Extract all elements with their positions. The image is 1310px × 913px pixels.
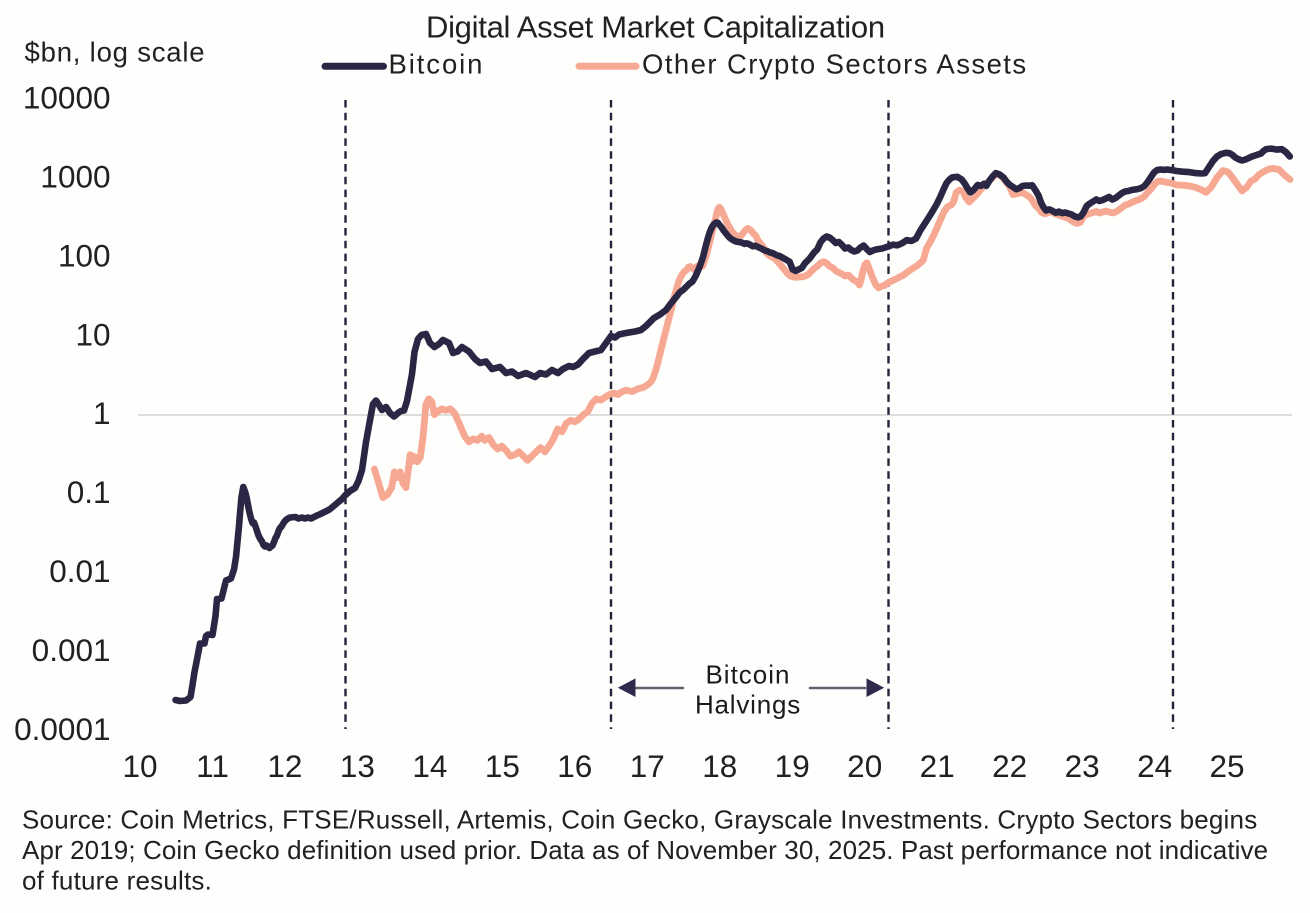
svg-text:18: 18 [702, 748, 737, 784]
svg-text:23: 23 [1065, 748, 1100, 784]
svg-text:1000: 1000 [40, 159, 110, 195]
svg-text:22: 22 [992, 748, 1027, 784]
svg-text:10: 10 [75, 316, 110, 352]
svg-text:16: 16 [557, 748, 592, 784]
svg-text:24: 24 [1137, 748, 1172, 784]
svg-text:1: 1 [93, 395, 111, 431]
svg-text:25: 25 [1209, 748, 1244, 784]
svg-text:14: 14 [412, 748, 447, 784]
svg-text:19: 19 [775, 748, 810, 784]
svg-text:Source: Coin Metrics, FTSE/Rus: Source: Coin Metrics, FTSE/Russell, Arte… [22, 804, 1257, 834]
svg-text:Bitcoin: Bitcoin [705, 660, 790, 690]
svg-text:Other Crypto Sectors Assets: Other Crypto Sectors Assets [642, 49, 1028, 80]
svg-text:0.01: 0.01 [49, 553, 110, 589]
svg-text:0.1: 0.1 [67, 474, 111, 510]
svg-text:0.0001: 0.0001 [14, 711, 110, 747]
svg-text:Apr 2019; Coin Gecko definitio: Apr 2019; Coin Gecko definition used pri… [22, 835, 1268, 865]
svg-text:15: 15 [485, 748, 520, 784]
svg-text:21: 21 [920, 748, 955, 784]
svg-text:Halvings: Halvings [695, 690, 801, 720]
svg-text:12: 12 [267, 748, 302, 784]
svg-text:Bitcoin: Bitcoin [389, 49, 485, 80]
svg-text:17: 17 [630, 748, 665, 784]
svg-text:of future results.: of future results. [22, 866, 212, 896]
svg-text:13: 13 [340, 748, 375, 784]
svg-text:Digital Asset Market Capitaliz: Digital Asset Market Capitalization [426, 9, 885, 44]
svg-text:10: 10 [122, 748, 157, 784]
svg-text:11: 11 [196, 748, 229, 784]
svg-text:100: 100 [58, 237, 111, 273]
svg-text:0.001: 0.001 [32, 632, 111, 668]
svg-text:$bn, log scale: $bn, log scale [25, 37, 206, 68]
svg-text:10000: 10000 [23, 80, 111, 116]
svg-text:20: 20 [847, 748, 882, 784]
